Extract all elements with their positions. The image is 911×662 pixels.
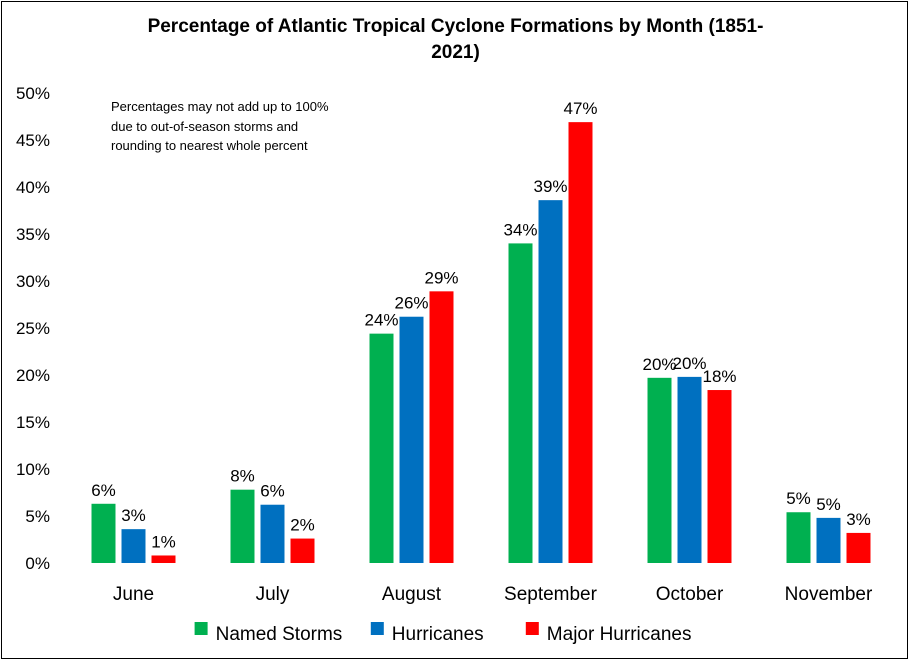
data-label: 34% [503, 220, 537, 239]
data-label: 39% [533, 177, 567, 196]
data-label: 5% [816, 495, 841, 514]
bar [230, 489, 255, 563]
y-tick-label: 30% [16, 272, 50, 291]
y-tick-label: 50% [16, 84, 50, 103]
x-category-label: August [382, 584, 442, 605]
legend-swatch [194, 622, 208, 635]
data-label: 2% [290, 516, 315, 535]
y-tick-label: 45% [16, 131, 50, 150]
legend-label: Major Hurricanes [547, 624, 692, 645]
chart-note-line-2: due to out-of-season storms and [111, 118, 299, 134]
data-label: 6% [260, 482, 285, 501]
y-tick-label: 5% [25, 507, 50, 526]
data-label: 26% [394, 294, 428, 313]
y-tick-label: 35% [16, 225, 50, 244]
x-category-label: June [113, 584, 154, 605]
chart-note-line-1: Percentages may not add up to 100% [111, 99, 329, 114]
x-category-label: November [785, 584, 873, 605]
y-tick-label: 15% [16, 413, 50, 432]
chart-title-line-1: Percentage of Atlantic Tropical Cyclone … [147, 16, 764, 37]
data-label: 3% [121, 506, 146, 525]
data-label: 20% [672, 354, 706, 373]
chart-note: Percentages may not add up to 100% due t… [111, 97, 381, 156]
legend-swatch [370, 622, 384, 635]
data-label: 6% [91, 481, 116, 500]
y-tick-label: 25% [16, 319, 50, 338]
data-label: 24% [364, 311, 398, 330]
bar [568, 122, 593, 563]
data-label: 20% [642, 355, 676, 374]
bar [677, 376, 702, 563]
data-label: 47% [563, 99, 597, 118]
y-tick-label: 0% [25, 554, 50, 573]
bar [707, 390, 732, 563]
legend-swatch [525, 622, 539, 635]
data-label: 3% [846, 510, 871, 529]
legend-label: Named Storms [216, 624, 343, 645]
bar [786, 512, 811, 563]
legend-label: Hurricanes [392, 624, 484, 645]
bar [151, 555, 176, 563]
x-category-label: September [504, 584, 598, 605]
chart-note-line-3: rounding to nearest whole percent [111, 138, 308, 153]
y-tick-label: 10% [16, 460, 50, 479]
data-label: 29% [424, 268, 458, 287]
bar [647, 377, 672, 563]
y-tick-label: 20% [16, 366, 50, 385]
bar [260, 504, 285, 563]
x-category-label: October [656, 584, 724, 605]
bar [538, 200, 563, 563]
data-label: 8% [230, 467, 255, 486]
data-label: 5% [786, 489, 811, 508]
bar [429, 291, 454, 563]
bar [121, 529, 146, 563]
bar [369, 333, 394, 563]
bar [508, 243, 533, 563]
bar [816, 517, 841, 563]
x-category-label: July [256, 584, 290, 605]
y-tick-label: 40% [16, 178, 50, 197]
data-label: 1% [151, 532, 176, 551]
bar [846, 532, 871, 563]
chart-title-line-2: 2021) [431, 42, 480, 63]
bar [91, 503, 116, 563]
bar [399, 316, 424, 563]
data-label: 18% [702, 367, 736, 386]
bar [290, 538, 315, 563]
chart-title: Percentage of Atlantic Tropical Cyclone … [0, 14, 911, 66]
